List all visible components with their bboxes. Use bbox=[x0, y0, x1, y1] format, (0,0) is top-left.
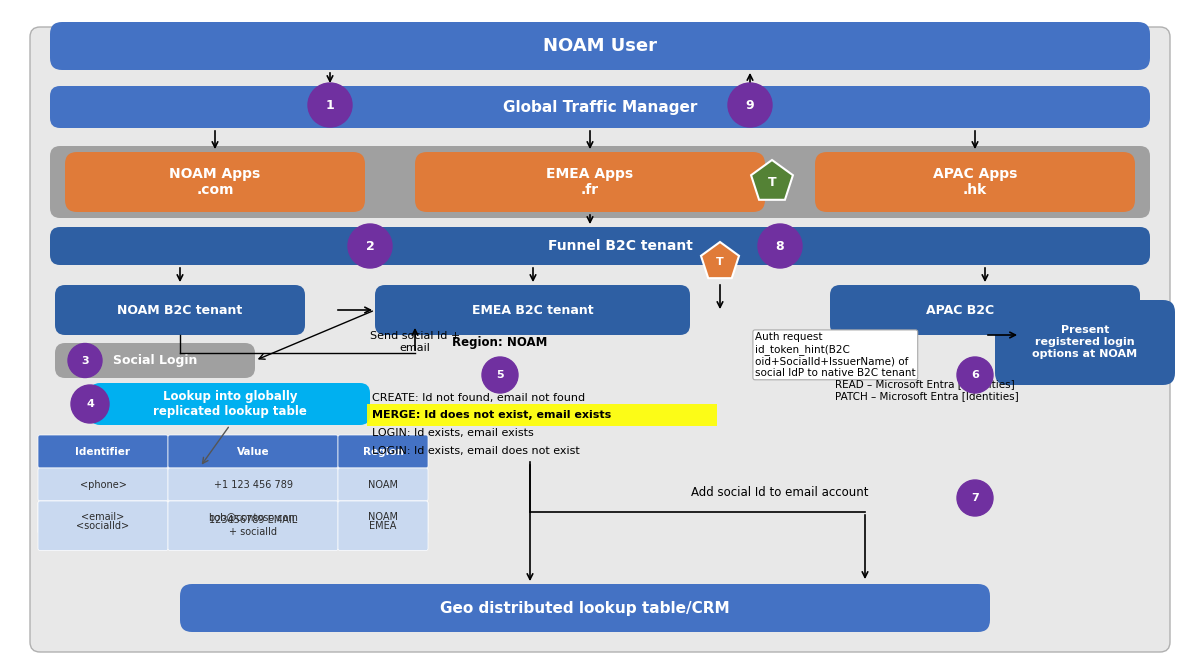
Text: <email>: <email> bbox=[82, 513, 125, 523]
Text: NOAM: NOAM bbox=[368, 513, 398, 523]
FancyBboxPatch shape bbox=[38, 501, 168, 534]
FancyBboxPatch shape bbox=[374, 285, 690, 335]
Text: T: T bbox=[768, 176, 776, 188]
Text: +1 123 456 789: +1 123 456 789 bbox=[214, 480, 293, 490]
FancyBboxPatch shape bbox=[38, 468, 168, 501]
Text: NOAM B2C tenant: NOAM B2C tenant bbox=[118, 304, 242, 316]
FancyBboxPatch shape bbox=[65, 152, 365, 212]
Text: Social Login: Social Login bbox=[113, 354, 197, 367]
FancyBboxPatch shape bbox=[38, 501, 168, 551]
Text: Present
registered login
options at NOAM: Present registered login options at NOAM bbox=[1032, 326, 1138, 358]
Circle shape bbox=[308, 83, 352, 127]
FancyBboxPatch shape bbox=[168, 501, 338, 551]
Text: 8: 8 bbox=[775, 239, 785, 253]
FancyBboxPatch shape bbox=[338, 501, 428, 534]
Text: MERGE: Id does not exist, email exists: MERGE: Id does not exist, email exists bbox=[372, 410, 611, 420]
Circle shape bbox=[71, 385, 109, 423]
Text: T: T bbox=[716, 257, 724, 267]
Text: 1: 1 bbox=[325, 98, 335, 111]
FancyBboxPatch shape bbox=[50, 227, 1150, 265]
Text: <socialId>: <socialId> bbox=[77, 521, 130, 531]
FancyBboxPatch shape bbox=[38, 435, 168, 468]
Text: Auth request
id_token_hint(B2C
oid+SocialId+IssuerName) of
social IdP to native : Auth request id_token_hint(B2C oid+Socia… bbox=[755, 332, 916, 378]
Text: CREATE: Id not found, email not found: CREATE: Id not found, email not found bbox=[372, 393, 586, 403]
Text: Region: Region bbox=[362, 446, 403, 456]
Text: Value: Value bbox=[236, 446, 269, 456]
Text: READ – Microsoft Entra [Identities]
PATCH – Microsoft Entra [Identities]: READ – Microsoft Entra [Identities] PATC… bbox=[835, 379, 1019, 401]
Text: LOGIN: Id exists, email exists: LOGIN: Id exists, email exists bbox=[372, 428, 534, 438]
FancyBboxPatch shape bbox=[168, 501, 338, 534]
Text: NOAM User: NOAM User bbox=[542, 36, 658, 54]
Text: EMEA B2C tenant: EMEA B2C tenant bbox=[472, 304, 594, 316]
FancyBboxPatch shape bbox=[55, 343, 254, 378]
FancyBboxPatch shape bbox=[338, 468, 428, 501]
Text: bob@contoso.com: bob@contoso.com bbox=[208, 513, 298, 523]
Bar bbox=[367, 404, 718, 426]
Circle shape bbox=[758, 224, 802, 268]
Circle shape bbox=[728, 83, 772, 127]
FancyBboxPatch shape bbox=[415, 152, 766, 212]
Circle shape bbox=[958, 480, 994, 516]
FancyBboxPatch shape bbox=[338, 435, 428, 468]
FancyBboxPatch shape bbox=[50, 22, 1150, 70]
Text: 9: 9 bbox=[745, 98, 755, 111]
Text: APAC B2C tenant: APAC B2C tenant bbox=[925, 304, 1044, 316]
Text: NOAM: NOAM bbox=[368, 480, 398, 490]
FancyBboxPatch shape bbox=[90, 383, 370, 425]
Text: Lookup into globally
replicated lookup table: Lookup into globally replicated lookup t… bbox=[154, 390, 307, 418]
FancyBboxPatch shape bbox=[30, 27, 1170, 652]
Text: 123456789 EMAIL
+ socialId: 123456789 EMAIL + socialId bbox=[209, 515, 298, 537]
Text: Region: NOAM: Region: NOAM bbox=[452, 336, 547, 348]
Text: <phone>: <phone> bbox=[79, 480, 126, 490]
Text: EMEA: EMEA bbox=[370, 521, 397, 531]
FancyBboxPatch shape bbox=[995, 300, 1175, 385]
Circle shape bbox=[348, 224, 392, 268]
Text: NOAM Apps
.com: NOAM Apps .com bbox=[169, 167, 260, 197]
FancyBboxPatch shape bbox=[50, 146, 1150, 218]
Text: EMEA Apps
.fr: EMEA Apps .fr bbox=[546, 167, 634, 197]
Circle shape bbox=[958, 357, 994, 393]
FancyBboxPatch shape bbox=[180, 584, 990, 632]
Text: 3: 3 bbox=[82, 356, 89, 366]
Text: 5: 5 bbox=[496, 370, 504, 380]
Text: Funnel B2C tenant: Funnel B2C tenant bbox=[547, 239, 692, 253]
Text: Add social Id to email account: Add social Id to email account bbox=[691, 486, 869, 498]
Text: 2: 2 bbox=[366, 239, 374, 253]
Text: Send social Id +
email: Send social Id + email bbox=[370, 331, 460, 353]
Text: APAC Apps
.hk: APAC Apps .hk bbox=[932, 167, 1018, 197]
FancyBboxPatch shape bbox=[50, 86, 1150, 128]
FancyBboxPatch shape bbox=[815, 152, 1135, 212]
Text: Geo distributed lookup table/CRM: Geo distributed lookup table/CRM bbox=[440, 600, 730, 616]
FancyBboxPatch shape bbox=[55, 285, 305, 335]
Circle shape bbox=[68, 344, 102, 377]
FancyBboxPatch shape bbox=[168, 435, 338, 468]
Text: Global Traffic Manager: Global Traffic Manager bbox=[503, 100, 697, 115]
Text: Identifier: Identifier bbox=[76, 446, 131, 456]
Text: 7: 7 bbox=[971, 493, 979, 503]
Text: 4: 4 bbox=[86, 399, 94, 409]
FancyBboxPatch shape bbox=[338, 501, 428, 551]
Circle shape bbox=[482, 357, 518, 393]
FancyBboxPatch shape bbox=[168, 468, 338, 501]
Text: LOGIN: Id exists, email does not exist: LOGIN: Id exists, email does not exist bbox=[372, 446, 580, 456]
FancyBboxPatch shape bbox=[830, 285, 1140, 335]
Text: 6: 6 bbox=[971, 370, 979, 380]
